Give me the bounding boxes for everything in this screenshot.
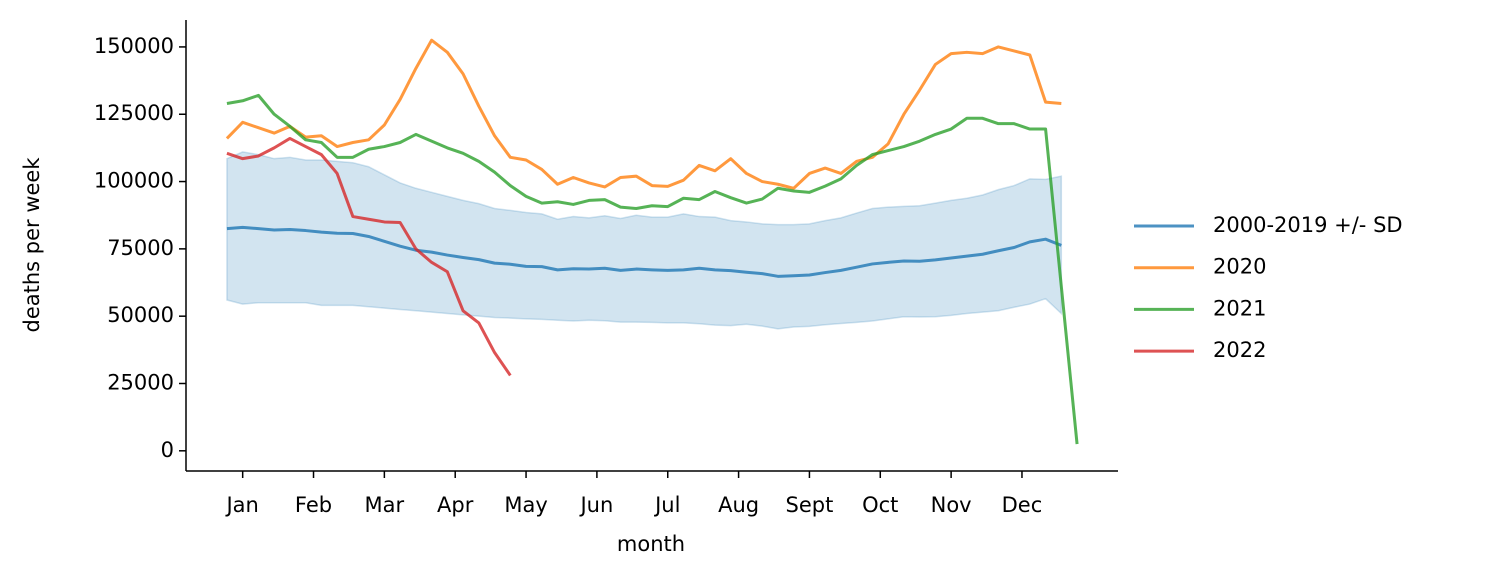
x-tick-label: Jul (653, 493, 680, 517)
legend-label: 2022 (1213, 338, 1266, 362)
y-tick-label: 50000 (107, 303, 174, 327)
x-tick-label: Aug (718, 493, 759, 517)
x-tick-label: Apr (437, 493, 474, 517)
sd-band (226, 151, 1063, 330)
legend-label: 2000-2019 +/- SD (1213, 213, 1403, 237)
y-tick-label: 25000 (107, 370, 174, 394)
x-tick-label: Dec (1002, 493, 1043, 517)
y-axis-label: deaths per week (20, 157, 44, 333)
y-tick-label: 0 (161, 438, 174, 462)
x-tick-label: Feb (295, 493, 332, 517)
x-tick-label: Jan (224, 493, 258, 517)
legend-label: 2021 (1213, 296, 1266, 320)
x-tick-label: Mar (365, 493, 405, 517)
legend-label: 2020 (1213, 255, 1266, 279)
x-tick-label: Jun (578, 493, 613, 517)
series-line (226, 225, 1062, 278)
series-line (226, 136, 512, 377)
x-tick-label: Nov (931, 493, 972, 517)
y-tick-label: 100000 (94, 169, 174, 193)
y-tick-label: 75000 (107, 236, 174, 260)
series-line (225, 38, 1062, 190)
y-tick-label: 150000 (94, 34, 174, 58)
x-tick-label: Sept (786, 493, 834, 517)
x-axis-label: month (617, 532, 685, 556)
x-tick-label: May (504, 493, 547, 517)
y-tick-label: 125000 (94, 101, 174, 125)
x-tick-label: Oct (862, 493, 898, 517)
series-line (226, 93, 1079, 445)
